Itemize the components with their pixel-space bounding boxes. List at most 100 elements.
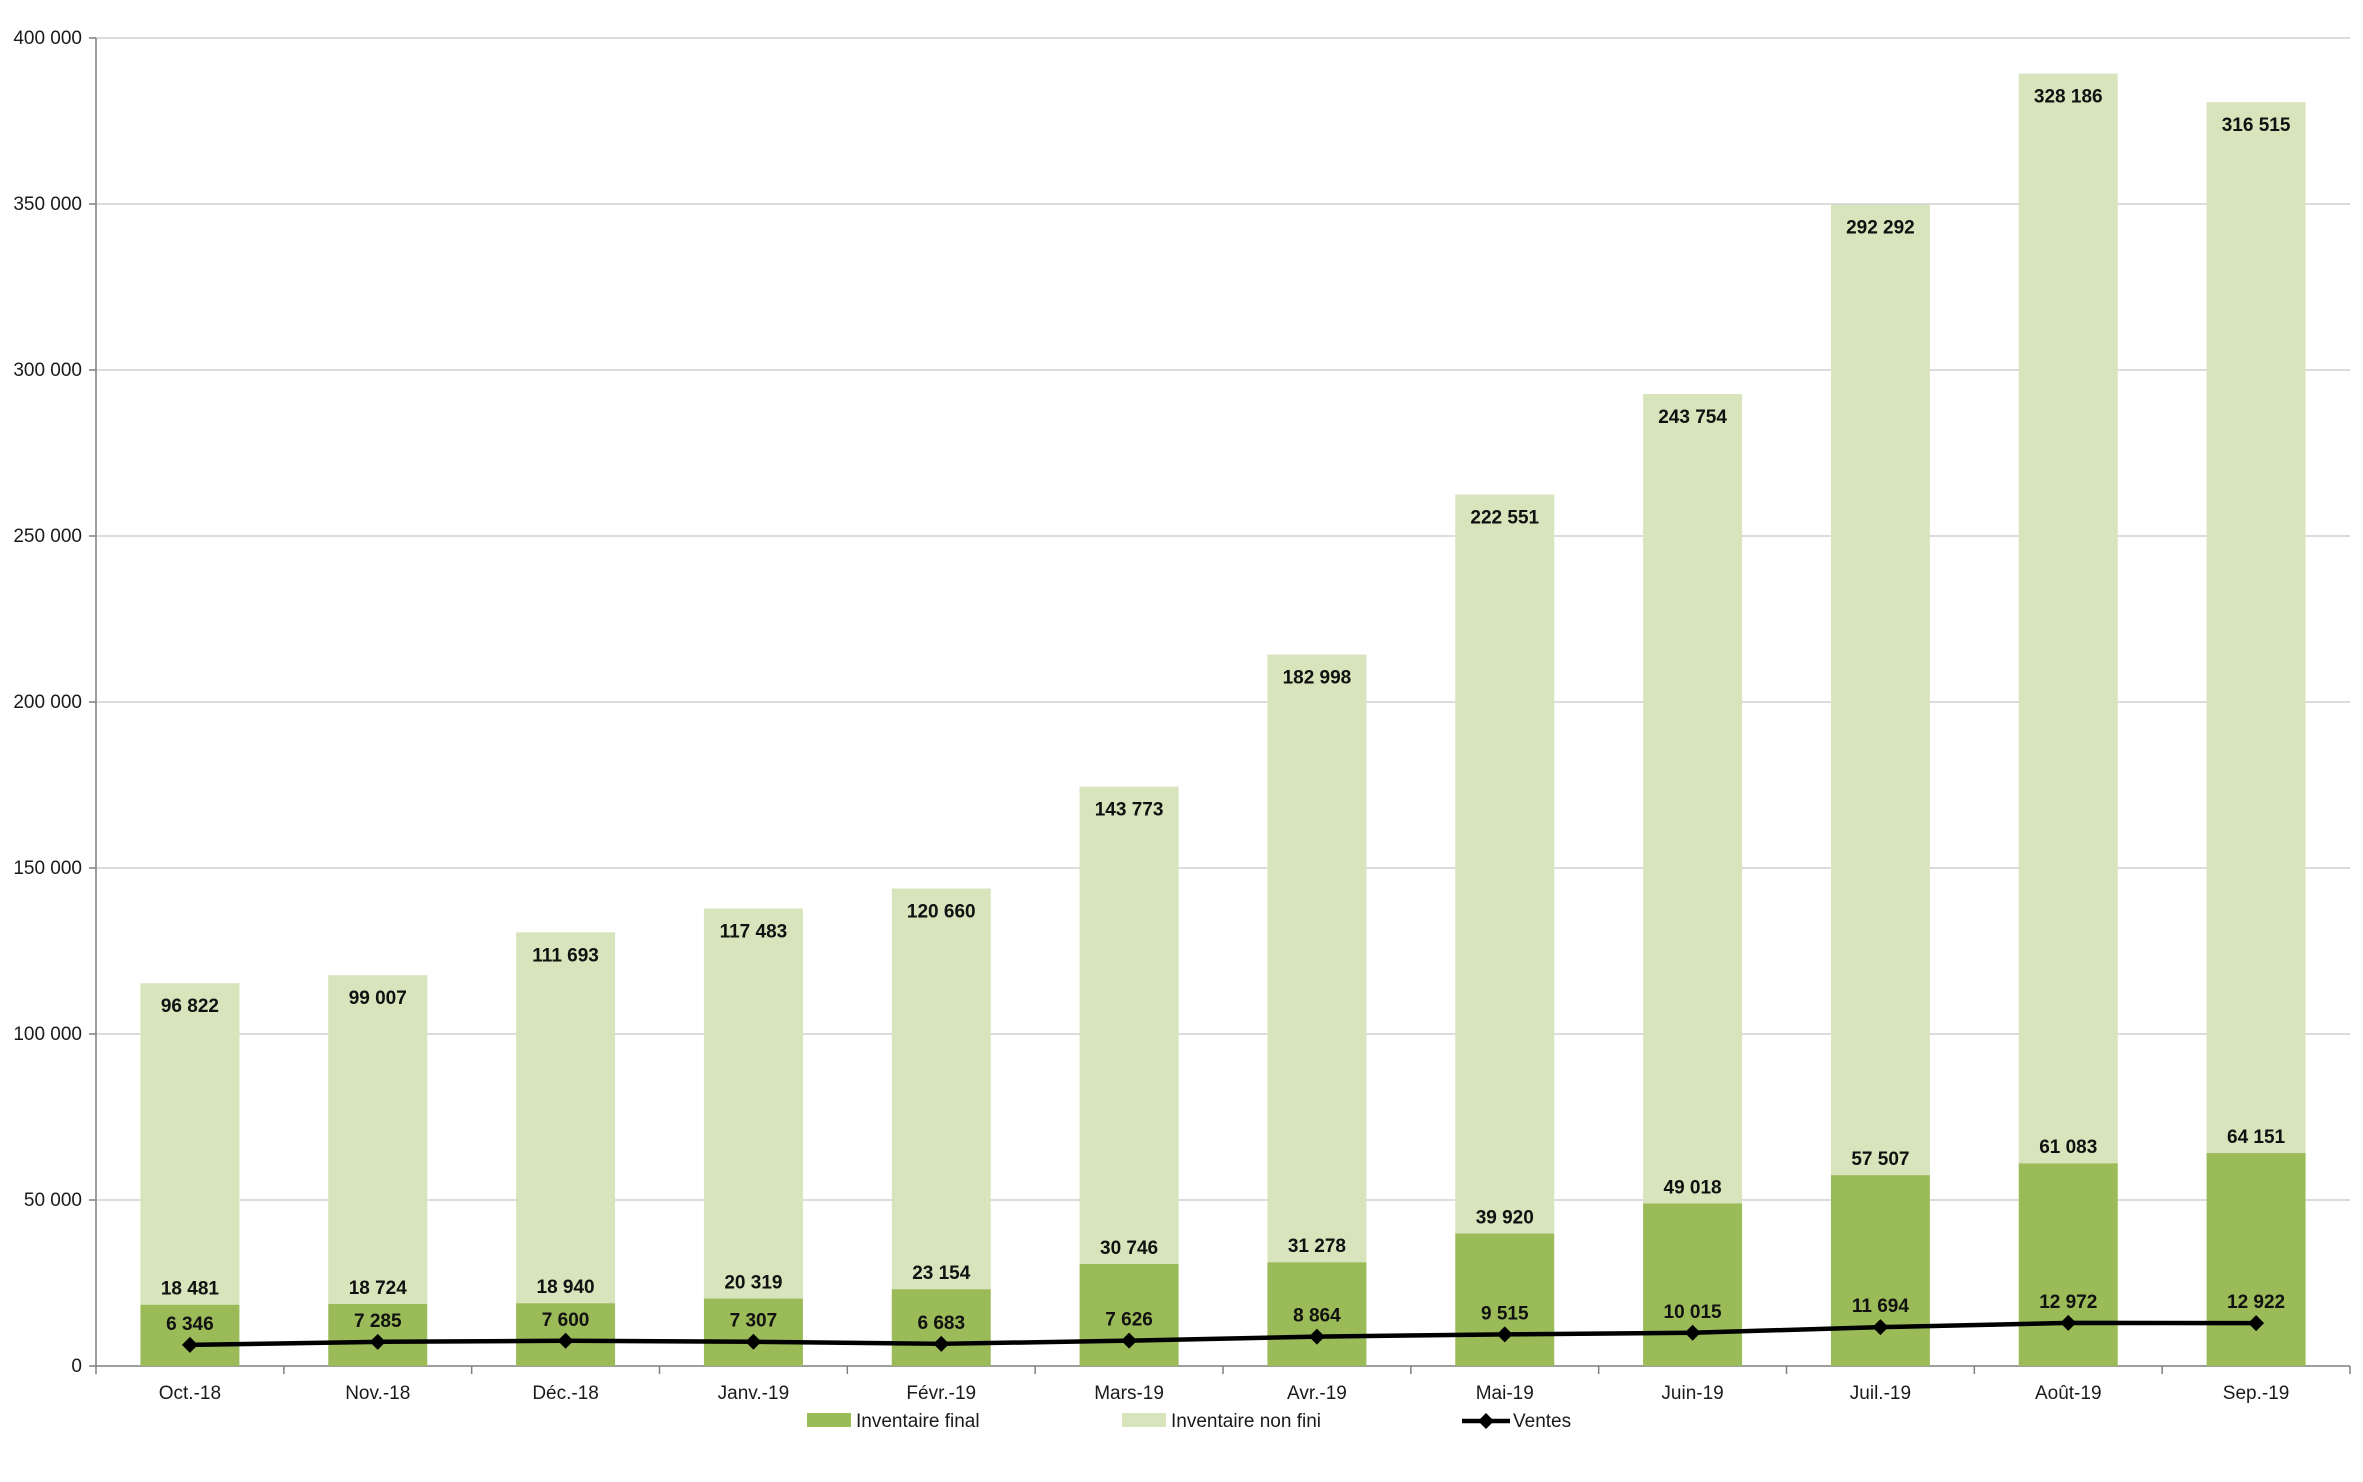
data-label-inventaire-final: 18 724 bbox=[349, 1278, 408, 1299]
bar-inventaire-final bbox=[703, 1298, 803, 1366]
bar-inventaire-non-fini bbox=[2018, 73, 2118, 1164]
legend: Inventaire final Inventaire non fini Vente… bbox=[807, 1411, 1571, 1432]
data-label-ventes: 7 626 bbox=[1105, 1310, 1153, 1331]
data-label-inventaire-final: 31 278 bbox=[1288, 1236, 1346, 1257]
data-label-inventaire-non-fini: 222 551 bbox=[1470, 508, 1539, 529]
y-tick-label: 150 000 bbox=[13, 858, 82, 879]
data-label-inventaire-non-fini: 117 483 bbox=[720, 921, 788, 942]
ventes-marker bbox=[1121, 1332, 1138, 1349]
legend-marker-ventes bbox=[1478, 1413, 1494, 1429]
ventes-marker bbox=[1496, 1326, 1513, 1343]
bar-inventaire-non-fini bbox=[891, 888, 991, 1290]
data-label-inventaire-final: 39 920 bbox=[1476, 1207, 1534, 1228]
x-category-label: Août-19 bbox=[2035, 1383, 2102, 1404]
ventes-marker bbox=[1684, 1324, 1701, 1341]
bar-inventaire-non-fini bbox=[1830, 204, 1930, 1176]
bars bbox=[140, 73, 2306, 1366]
data-label-inventaire-non-fini: 243 754 bbox=[1658, 407, 1727, 428]
ventes-marker bbox=[557, 1332, 574, 1349]
data-label-ventes: 6 346 bbox=[166, 1314, 214, 1335]
sales-line bbox=[181, 1314, 2265, 1353]
bar-inventaire-final bbox=[1455, 1233, 1555, 1366]
x-category-label: Déc.-18 bbox=[532, 1383, 599, 1404]
data-label-inventaire-non-fini: 328 186 bbox=[2034, 87, 2103, 108]
data-labels: 96 822 18 481 99 007 18 724 111 693 18 940 117… bbox=[161, 87, 2291, 1335]
x-category-label: Févr.-19 bbox=[906, 1383, 976, 1404]
data-label-inventaire-final: 18 940 bbox=[537, 1277, 595, 1298]
data-label-inventaire-non-fini: 316 515 bbox=[2222, 115, 2291, 136]
data-label-inventaire-final: 64 151 bbox=[2227, 1127, 2286, 1148]
y-tick-label: 200 000 bbox=[13, 692, 82, 713]
x-category-label: Mai-19 bbox=[1476, 1383, 1534, 1404]
data-label-ventes: 7 307 bbox=[730, 1311, 778, 1332]
x-category-label: Juil.-19 bbox=[1850, 1383, 1911, 1404]
data-label-ventes: 10 015 bbox=[1664, 1302, 1723, 1323]
y-tick-label: 400 000 bbox=[13, 28, 82, 49]
x-category-label: Oct.-18 bbox=[159, 1383, 221, 1404]
bar-inventaire-final bbox=[1079, 1263, 1179, 1366]
bar-inventaire-non-fini bbox=[1079, 786, 1179, 1264]
x-category-label: Janv.-19 bbox=[718, 1383, 789, 1404]
data-label-ventes: 7 285 bbox=[354, 1311, 402, 1332]
legend-label-inventaire-final: Inventaire final bbox=[856, 1411, 980, 1432]
data-label-inventaire-final: 20 319 bbox=[724, 1273, 782, 1294]
x-category-label: Mars-19 bbox=[1094, 1383, 1164, 1404]
data-label-ventes: 7 600 bbox=[542, 1310, 590, 1331]
ventes-marker bbox=[2248, 1315, 2265, 1332]
data-label-ventes: 6 683 bbox=[917, 1313, 965, 1334]
bar-inventaire-final bbox=[140, 1304, 240, 1366]
data-label-inventaire-non-fini: 120 660 bbox=[907, 902, 976, 923]
bar-inventaire-final bbox=[2018, 1163, 2118, 1366]
ventes-line-path bbox=[189, 1320, 2257, 1348]
data-label-inventaire-final: 57 507 bbox=[1851, 1149, 1909, 1170]
data-label-ventes: 12 922 bbox=[2227, 1292, 2285, 1313]
bar-inventaire-final bbox=[1267, 1262, 1367, 1366]
bar-inventaire-final bbox=[1643, 1203, 1743, 1366]
bar-inventaire-non-fini bbox=[1267, 654, 1367, 1263]
x-category-label: Avr.-19 bbox=[1287, 1383, 1347, 1404]
y-tick-label: 50 000 bbox=[24, 1190, 82, 1211]
legend-label-ventes: Ventes bbox=[1513, 1411, 1571, 1432]
data-label-inventaire-final: 49 018 bbox=[1664, 1177, 1722, 1198]
data-label-inventaire-non-fini: 182 998 bbox=[1283, 668, 1352, 689]
ventes-marker bbox=[2060, 1314, 2077, 1331]
data-label-inventaire-final: 30 746 bbox=[1100, 1238, 1158, 1259]
ventes-marker bbox=[181, 1336, 198, 1353]
bar-inventaire-final bbox=[891, 1289, 991, 1366]
legend-swatch-inventaire-non-fini bbox=[1122, 1413, 1166, 1427]
ventes-marker bbox=[745, 1333, 762, 1350]
bar-inventaire-non-fini bbox=[2206, 102, 2306, 1154]
legend-swatch-inventaire-final bbox=[807, 1413, 851, 1427]
data-label-inventaire-final: 18 481 bbox=[161, 1279, 220, 1300]
bar-inventaire-non-fini bbox=[140, 983, 240, 1305]
bar-inventaire-final bbox=[2206, 1153, 2306, 1366]
data-label-ventes: 8 864 bbox=[1293, 1306, 1341, 1327]
data-label-ventes: 11 694 bbox=[1852, 1296, 1909, 1317]
legend-label-inventaire-non-fini: Inventaire non fini bbox=[1171, 1411, 1321, 1432]
x-category-label: Nov.-18 bbox=[345, 1383, 410, 1404]
data-label-inventaire-non-fini: 96 822 bbox=[161, 996, 219, 1017]
bar-inventaire-non-fini bbox=[1455, 494, 1555, 1234]
y-tick-label: 250 000 bbox=[13, 526, 82, 547]
bar-inventaire-non-fini bbox=[703, 908, 803, 1299]
data-label-inventaire-non-fini: 143 773 bbox=[1095, 800, 1164, 821]
data-label-inventaire-final: 61 083 bbox=[2039, 1137, 2097, 1158]
y-tick-label: 0 bbox=[71, 1356, 82, 1377]
data-label-inventaire-non-fini: 99 007 bbox=[349, 988, 407, 1009]
data-label-ventes: 12 972 bbox=[2039, 1292, 2097, 1313]
ventes-marker bbox=[1872, 1319, 1889, 1336]
y-tick-label: 300 000 bbox=[13, 360, 82, 381]
gridlines bbox=[96, 37, 2350, 1201]
ventes-marker bbox=[1308, 1328, 1325, 1345]
data-label-inventaire-non-fini: 111 693 bbox=[532, 945, 599, 966]
bar-inventaire-non-fini bbox=[1643, 393, 1743, 1204]
data-label-ventes: 9 515 bbox=[1481, 1303, 1529, 1324]
bar-inventaire-final bbox=[1830, 1175, 1930, 1366]
x-category-label: Juin-19 bbox=[1661, 1383, 1723, 1404]
bar-inventaire-non-fini bbox=[328, 975, 428, 1304]
data-label-inventaire-non-fini: 292 292 bbox=[1846, 218, 1915, 239]
data-label-inventaire-final: 23 154 bbox=[912, 1263, 971, 1284]
ventes-marker bbox=[369, 1333, 386, 1350]
